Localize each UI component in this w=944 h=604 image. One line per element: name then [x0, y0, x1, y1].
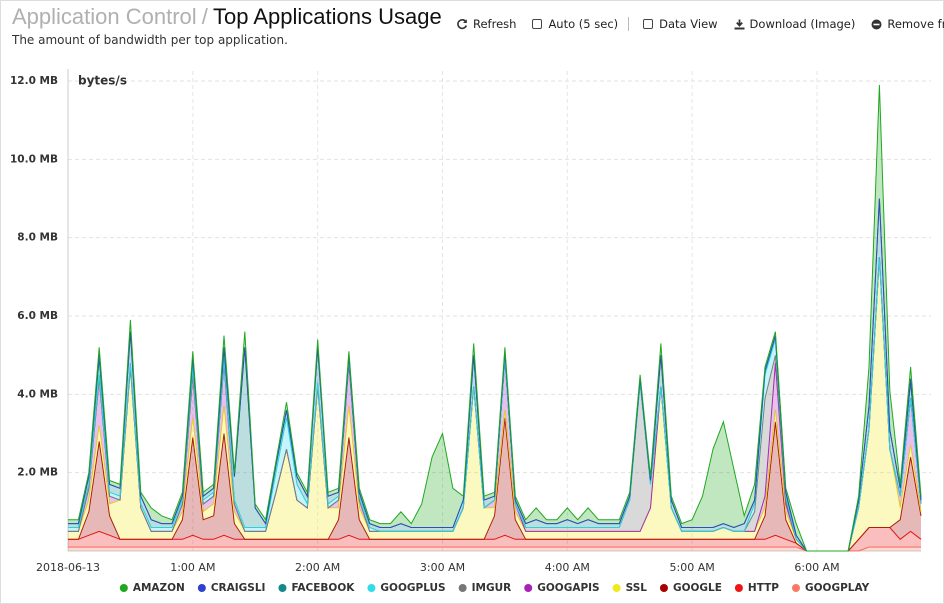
legend-marker: [197, 584, 206, 592]
y-tick-label: 8.0 MB: [17, 232, 58, 244]
legend-marker: [791, 584, 800, 592]
legend-label: HTTP: [748, 582, 779, 594]
toolbar: Refresh Auto (5 sec) Data View Download …: [456, 17, 944, 31]
y-tick-label: 10.0 MB: [10, 153, 58, 165]
x-tick-label: 3:00 AM: [420, 561, 465, 574]
y-axis-label: bytes/s: [78, 74, 127, 88]
data-view-label: Data View: [659, 17, 718, 31]
area: [68, 257, 921, 551]
x-tick-label: 1:00 AM: [170, 561, 215, 574]
legend-marker: [524, 584, 533, 592]
remove-label: Remove fr: [887, 17, 944, 31]
download-icon: [734, 19, 745, 29]
area-line: [68, 84, 922, 552]
legend-label: SSL: [626, 582, 648, 594]
legend-label: FACEBOOK: [291, 582, 355, 594]
x-tick-label: 2:00 AM: [295, 561, 340, 574]
legend-label: IMGUR: [472, 582, 512, 594]
x-tick-label: 4:00 AM: [545, 561, 590, 574]
legend-label: GOOGAPIS: [537, 582, 599, 594]
area: [68, 417, 921, 551]
separator: /: [201, 4, 208, 29]
toolbar-separator: [628, 17, 630, 31]
remove-button[interactable]: Remove fr: [871, 17, 944, 31]
refresh-label: Refresh: [473, 17, 517, 31]
page-title: Top Applications Usage: [212, 4, 442, 29]
breadcrumb[interactable]: Application Control: [12, 4, 197, 29]
legend-label: AMAZON: [133, 582, 185, 594]
checkbox: [532, 18, 543, 29]
refresh-button[interactable]: Refresh: [456, 17, 516, 31]
y-tick-label: 4.0 MB: [17, 388, 58, 400]
legend-label: CRAIGSLI: [211, 582, 266, 594]
area-line: [68, 546, 921, 552]
legend-label: GOOGPLUS: [380, 582, 445, 594]
x-tick-label: 6:00 AM: [794, 561, 839, 574]
y-tick-label: 6.0 MB: [17, 310, 58, 322]
auto-label: Auto (5 sec): [548, 17, 619, 31]
y-tick-label: 2.0 MB: [17, 467, 58, 479]
subtitle: The amount of bandwidth per top applicat…: [12, 33, 288, 47]
legend-marker: [734, 584, 743, 592]
download-button[interactable]: Download (Image): [734, 17, 856, 31]
checkbox: [643, 18, 654, 29]
legend: AMAZON CRAIGSLI FACEBOOK GOOGPLUS IMGUR GOOGA…: [119, 582, 870, 594]
legend-marker: [367, 584, 376, 592]
download-label: Download (Image): [749, 17, 856, 31]
legend-marker: [458, 584, 467, 592]
area-line: [68, 417, 922, 552]
legend-label: GOOGPLAY: [805, 582, 870, 594]
area-line: [68, 527, 922, 552]
area: [68, 527, 921, 551]
x-tick-label: 5:00 AM: [670, 561, 715, 574]
area-line: [68, 257, 922, 552]
legend-marker: [278, 584, 287, 592]
x-tick-label: 2018-06-13: [36, 561, 100, 574]
y-tick-label: 12.0 MB: [10, 75, 58, 87]
legend-marker: [612, 584, 621, 592]
refresh-icon: [457, 19, 468, 30]
legend-marker: [659, 584, 668, 592]
remove-icon: [871, 19, 882, 29]
legend-marker: [119, 584, 128, 592]
data-view-toggle[interactable]: Data View: [643, 17, 718, 31]
area: [68, 84, 921, 552]
auto-toggle[interactable]: Auto (5 sec): [532, 17, 618, 31]
header: Application Control / Top Applications U…: [12, 4, 442, 30]
legend-label: GOOGLE: [673, 582, 722, 594]
area: [68, 547, 921, 551]
